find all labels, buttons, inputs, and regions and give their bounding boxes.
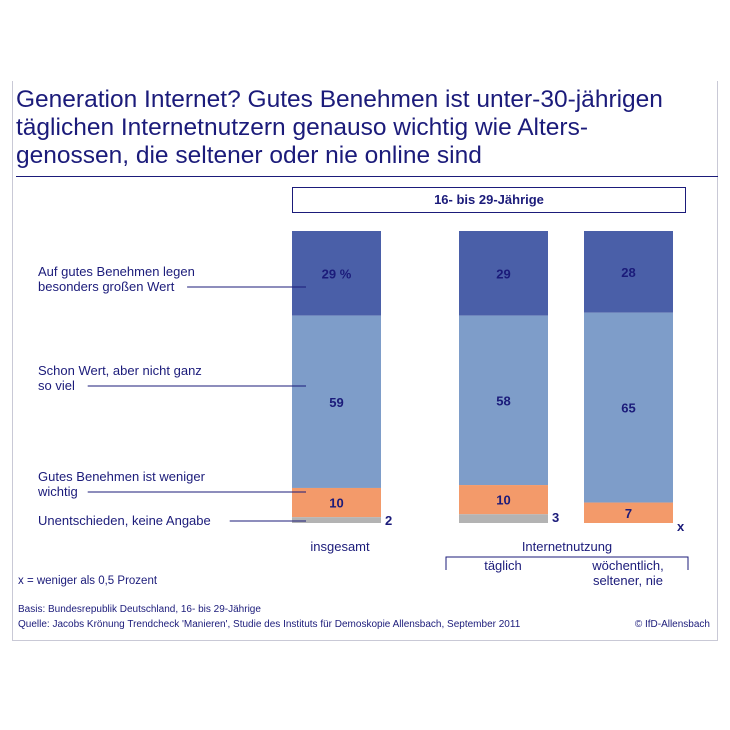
data-label: 29	[496, 266, 510, 281]
legend-label: Unentschieden, keine Angabe	[38, 513, 211, 528]
x-tick-label: täglich	[484, 558, 522, 573]
data-label: 10	[496, 493, 510, 508]
legend-label: Schon Wert, aber nicht ganz so viel	[38, 363, 202, 393]
bar-segment	[584, 312, 673, 503]
data-label: 3	[552, 510, 559, 525]
data-label: 2	[385, 513, 392, 528]
title-rule	[16, 176, 718, 177]
group-bracket	[445, 556, 689, 570]
chart-frame	[12, 81, 718, 641]
bar-segment	[292, 315, 381, 488]
bar-segment	[459, 315, 548, 486]
group-label: Internetnutzung	[522, 539, 612, 554]
bar-segment	[292, 487, 381, 518]
data-label: 28	[621, 265, 635, 280]
copyright: © IfD-Allensbach	[634, 619, 710, 630]
bar-segment	[459, 514, 548, 523]
bar-segment	[584, 231, 673, 313]
data-label: 10	[329, 496, 343, 511]
data-label: 7	[625, 506, 632, 521]
source-note: Quelle: Jacobs Krönung Trendcheck 'Manie…	[18, 619, 521, 630]
bar-segment	[459, 485, 548, 515]
bar-segment	[584, 502, 673, 523]
data-label: 65	[621, 401, 635, 416]
data-label: 58	[496, 393, 510, 408]
bar-segment	[459, 231, 548, 316]
data-label: x	[677, 519, 685, 534]
footnote: x = weniger als 0,5 Prozent	[18, 575, 158, 587]
x-tick-label: insgesamt	[310, 539, 370, 554]
bar-segment	[292, 517, 381, 523]
legend-label: Auf gutes Benehmen legen besonders großen…	[38, 264, 195, 294]
bar-segment	[292, 231, 381, 316]
data-label: 59	[329, 395, 343, 410]
x-tick-label: wöchentlich, seltener, nie	[591, 558, 664, 588]
group-header: 16- bis 29-Jährige	[292, 187, 686, 213]
legend-label: Gutes Benehmen ist weniger wichtig	[37, 469, 206, 499]
basis-note: Basis: Bundesrepublik Deutschland, 16- b…	[18, 604, 261, 615]
chart-title: Generation Internet? Gutes Benehmen ist …	[16, 86, 663, 169]
data-label: 29 %	[322, 266, 352, 281]
